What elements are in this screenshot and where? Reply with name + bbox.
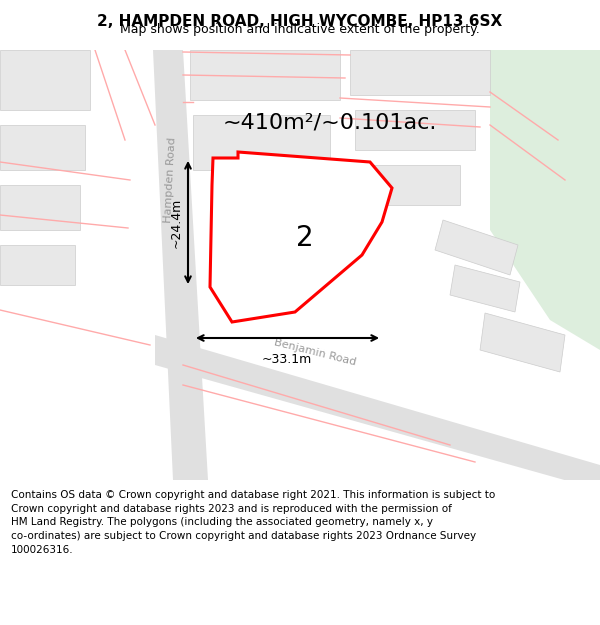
Polygon shape	[190, 50, 340, 100]
Text: 2: 2	[296, 224, 314, 252]
Polygon shape	[490, 50, 600, 350]
Polygon shape	[0, 50, 90, 110]
Polygon shape	[0, 245, 75, 285]
Polygon shape	[193, 115, 330, 170]
Polygon shape	[360, 165, 460, 205]
Polygon shape	[450, 265, 520, 312]
Text: Contains OS data © Crown copyright and database right 2021. This information is : Contains OS data © Crown copyright and d…	[11, 490, 495, 554]
Polygon shape	[480, 313, 565, 372]
Text: ~33.1m: ~33.1m	[262, 353, 312, 366]
Text: Hampden Road: Hampden Road	[163, 137, 177, 223]
Polygon shape	[435, 220, 518, 275]
Text: 2, HAMPDEN ROAD, HIGH WYCOMBE, HP13 6SX: 2, HAMPDEN ROAD, HIGH WYCOMBE, HP13 6SX	[97, 14, 503, 29]
Text: ~410m²/~0.101ac.: ~410m²/~0.101ac.	[223, 112, 437, 132]
Polygon shape	[0, 185, 80, 230]
Polygon shape	[350, 50, 490, 95]
Text: Benjamin Road: Benjamin Road	[273, 337, 357, 367]
Text: ~24.4m: ~24.4m	[170, 198, 183, 248]
Polygon shape	[155, 335, 600, 490]
Polygon shape	[153, 50, 208, 480]
Text: Map shows position and indicative extent of the property.: Map shows position and indicative extent…	[120, 23, 480, 36]
Polygon shape	[355, 110, 475, 150]
Polygon shape	[210, 152, 392, 322]
Polygon shape	[0, 125, 85, 170]
